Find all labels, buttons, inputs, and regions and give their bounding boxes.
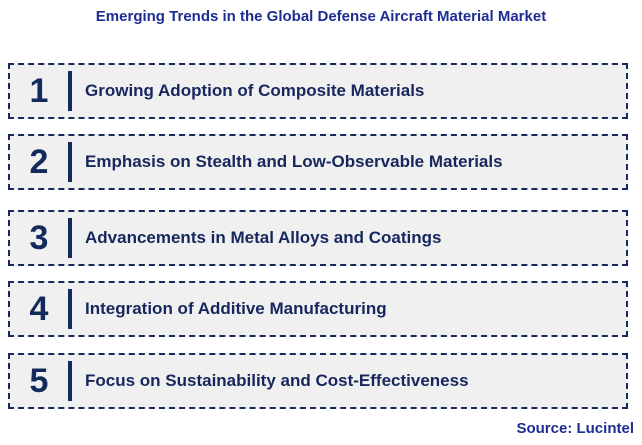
trend-label: Growing Adoption of Composite Materials <box>85 81 425 100</box>
trend-label: Focus on Sustainability and Cost-Effecti… <box>85 371 469 390</box>
page-title: Emerging Trends in the Global Defense Ai… <box>95 8 547 25</box>
trend-card-1: 1 Growing Adoption of Composite Material… <box>8 63 628 119</box>
trend-card-2: 2 Emphasis on Stealth and Low-Observable… <box>8 134 628 190</box>
trend-card-4: 4 Integration of Additive Manufacturing <box>8 281 628 337</box>
trend-number: 4 <box>29 290 49 328</box>
trend-label: Advancements in Metal Alloys and Coating… <box>85 228 442 247</box>
trend-number: 3 <box>29 219 49 257</box>
source-note: Source: Lucintel <box>516 420 634 437</box>
trend-number: 2 <box>29 143 49 181</box>
trend-label: Integration of Additive Manufacturing <box>85 299 387 318</box>
vertical-divider <box>68 361 72 401</box>
trend-number: 1 <box>29 72 49 110</box>
trend-number: 5 <box>29 362 49 400</box>
trend-label: Emphasis on Stealth and Low-Observable M… <box>85 152 503 171</box>
trend-card-5: 5 Focus on Sustainability and Cost-Effec… <box>8 353 628 409</box>
trend-card-3: 3 Advancements in Metal Alloys and Coati… <box>8 210 628 266</box>
vertical-divider <box>68 71 72 111</box>
vertical-divider <box>68 289 72 329</box>
vertical-divider <box>68 142 72 182</box>
vertical-divider <box>68 218 72 258</box>
